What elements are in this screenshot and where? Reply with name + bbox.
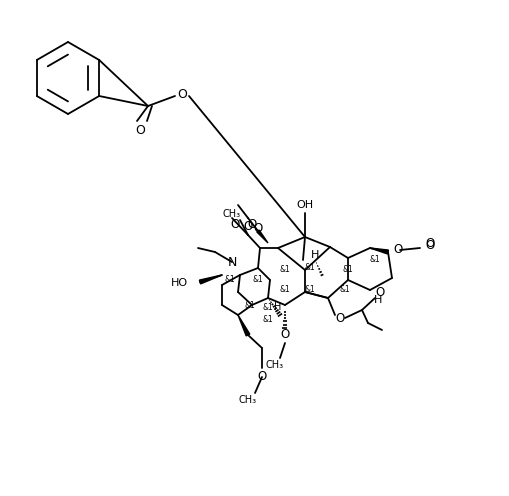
Text: O: O	[280, 328, 289, 342]
Text: &1: &1	[224, 275, 235, 285]
Text: &1: &1	[369, 255, 380, 264]
Text: H: H	[373, 295, 381, 305]
Text: CH₃: CH₃	[265, 360, 284, 370]
Text: O: O	[177, 87, 187, 101]
Polygon shape	[369, 248, 388, 254]
Text: N: N	[227, 255, 236, 268]
Text: O: O	[425, 238, 434, 250]
Text: &1: &1	[279, 265, 290, 274]
Text: O: O	[253, 223, 262, 236]
Text: O: O	[230, 219, 239, 232]
Text: &1: &1	[304, 263, 315, 272]
Text: O: O	[243, 220, 252, 233]
Text: &1: &1	[342, 265, 353, 274]
Text: O: O	[392, 244, 402, 256]
Text: O: O	[247, 218, 256, 231]
Text: &1: &1	[262, 315, 273, 324]
Text: HO: HO	[171, 278, 188, 288]
Text: &1: &1	[252, 275, 263, 285]
Text: O: O	[335, 311, 344, 324]
Text: O: O	[375, 287, 384, 300]
Text: &1: &1	[244, 301, 255, 310]
Text: CH₃: CH₃	[239, 395, 257, 405]
Text: &1: &1	[279, 286, 290, 295]
Text: &1: &1	[262, 304, 273, 312]
Polygon shape	[238, 315, 249, 336]
Text: &1: &1	[304, 286, 315, 295]
Text: O: O	[257, 371, 266, 383]
Polygon shape	[257, 230, 267, 243]
Text: OH: OH	[296, 200, 313, 210]
Text: H: H	[310, 250, 319, 260]
Text: O: O	[135, 124, 145, 136]
Text: H: H	[274, 302, 281, 312]
Polygon shape	[199, 275, 221, 284]
Text: &1: &1	[339, 286, 350, 295]
Text: CH₃: CH₃	[222, 209, 241, 219]
Text: O: O	[425, 240, 434, 252]
